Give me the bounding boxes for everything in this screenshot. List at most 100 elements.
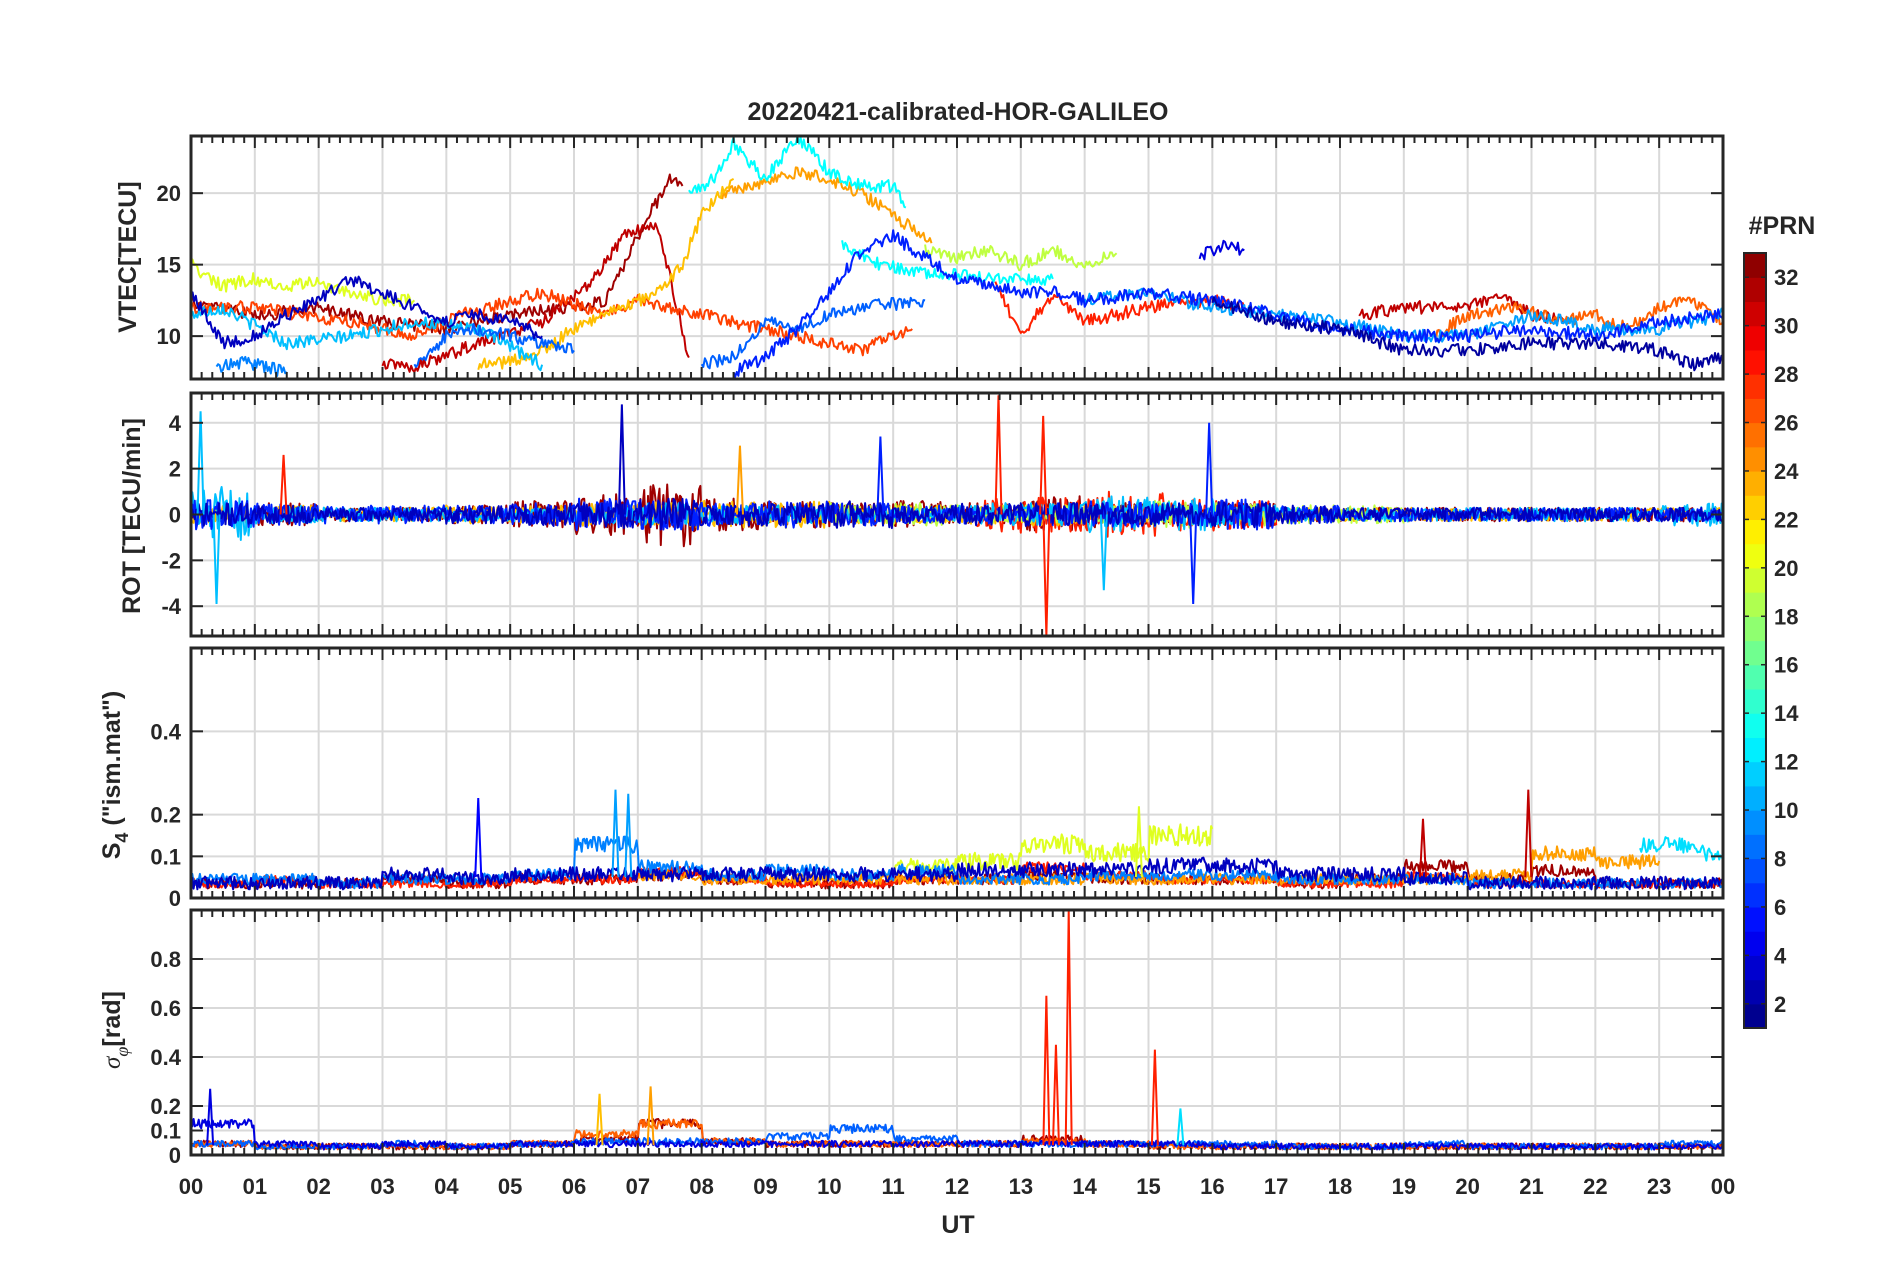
sigma-phi-ylabel-main: σ <box>99 1055 126 1069</box>
colorbar-swatch <box>1744 277 1766 303</box>
spike-prn-31 <box>1524 789 1533 878</box>
y-tick-label: 10 <box>157 324 181 349</box>
spike-prn-28 <box>994 395 1003 515</box>
series-line-prn-27 <box>191 287 913 357</box>
series-line-prn-20 <box>191 257 416 308</box>
colorbar-swatch <box>1744 810 1766 835</box>
spike-prn-24 <box>646 1086 655 1146</box>
y-tick-label: 0 <box>169 503 181 528</box>
series-line-prn-2 <box>1211 296 1723 372</box>
colorbar-swatch <box>1744 519 1766 545</box>
colorbar-swatch <box>1744 882 1766 908</box>
x-tick-label: 00 <box>179 1174 203 1199</box>
colorbar-swatch <box>1744 785 1766 811</box>
colorbar-tick-label: 26 <box>1774 411 1798 436</box>
x-tick-label: 22 <box>1583 1174 1607 1199</box>
spike-prn-28 <box>1042 514 1051 636</box>
x-tick-label: 01 <box>243 1174 267 1199</box>
colorbar-swatch <box>1744 834 1766 860</box>
y-tick-label: 0 <box>169 886 181 911</box>
colorbar-swatch <box>1744 688 1766 714</box>
colorbar-swatch <box>1744 470 1766 496</box>
colorbar-swatch <box>1744 301 1766 327</box>
colorbar-swatch <box>1744 592 1766 617</box>
colorbar-tick-label: 20 <box>1774 556 1798 581</box>
spike-prn-11 <box>212 514 221 604</box>
spike-prn-10 <box>624 793 633 878</box>
sigma-phi-ylabel-tail: [rad] <box>98 991 126 1047</box>
y-tick-label: 0.4 <box>150 719 181 744</box>
x-tick-label: 23 <box>1647 1174 1671 1199</box>
s4-panel: 0 0.1 0.2 0.4 S4 ("ism.mat") <box>98 646 1725 911</box>
series-line-prn-11 <box>191 303 544 372</box>
x-tick-label: 13 <box>1009 1174 1033 1199</box>
colorbar-tick-label: 18 <box>1774 604 1798 629</box>
colorbar-swatch <box>1744 906 1766 932</box>
colorbar-swatch <box>1744 737 1766 763</box>
series-line-prn-31 <box>381 221 690 373</box>
spike-prn-12 <box>1176 1108 1185 1146</box>
colorbar-tick-label: 10 <box>1774 798 1798 823</box>
series-line-prn-23 <box>477 178 735 371</box>
series-line-prn-3 <box>191 856 1723 891</box>
colorbar-label: #PRN <box>1749 212 1816 240</box>
series-line-prn-6 <box>732 229 1723 378</box>
vtec-ylabel: VTEC[TECU] <box>114 181 142 332</box>
x-tick-label: 02 <box>306 1174 330 1199</box>
colorbar-tick-label: 4 <box>1774 943 1787 968</box>
x-tick-label: 12 <box>945 1174 969 1199</box>
series-line-prn-3 <box>191 275 543 350</box>
spike-prn-10 <box>611 789 620 878</box>
series-line-prn-26 <box>1434 296 1723 340</box>
colorbar-tick-label: 24 <box>1774 459 1799 484</box>
x-axis-label: UT <box>941 1211 974 1239</box>
colorbar-swatch <box>1744 616 1766 642</box>
spike-prn-4 <box>206 1088 215 1146</box>
sigma-phi-axes-frame <box>189 908 1725 1157</box>
series-line-prn-9 <box>215 355 288 377</box>
colorbar-swatch <box>1744 979 1766 1005</box>
rot-ylabel: ROT [TECU/min] <box>118 418 146 614</box>
series-line-prn-12 <box>1639 836 1723 862</box>
series-line-prn-20 <box>892 823 1214 875</box>
colorbar-swatch <box>1744 664 1766 690</box>
colorbar-swatch <box>1744 931 1766 956</box>
series-line-prn-19 <box>924 244 1118 272</box>
spike-prn-28 <box>1064 910 1073 1146</box>
colorbar-tick-label: 8 <box>1774 846 1786 871</box>
rot-panel: -4 -2 0 2 4 ROT [TECU/min] <box>118 391 1725 638</box>
spike-prn-11 <box>1099 514 1108 591</box>
colorbar-swatch <box>1744 446 1766 472</box>
series-line-prn-13 <box>688 136 907 209</box>
spike-prn-5 <box>474 797 483 878</box>
x-tick-label: 09 <box>753 1174 777 1199</box>
s4-ylabel-main: S <box>98 843 126 860</box>
s4-axes-frame <box>189 646 1725 900</box>
series-line-prn-3 <box>191 497 1723 531</box>
x-tick-label: 21 <box>1519 1174 1543 1199</box>
x-tick-label: 19 <box>1392 1174 1416 1199</box>
rot-axes-frame <box>189 391 1725 638</box>
y-tick-label: 0.4 <box>150 1045 181 1070</box>
vtec-panel: 10 15 20 VTEC[TECU] <box>114 134 1725 381</box>
x-tick-label: 10 <box>817 1174 841 1199</box>
colorbar-swatch <box>1744 349 1766 375</box>
spike-prn-6 <box>1189 514 1198 604</box>
spike-prn-6 <box>876 436 885 515</box>
colorbar-tick-label: 6 <box>1774 895 1786 920</box>
colorbar-tick-label: 16 <box>1774 653 1798 678</box>
s4-ylabel-tail: ("ism.mat") <box>98 691 126 833</box>
colorbar-tick-label: 22 <box>1774 507 1798 532</box>
series-line-prn-24 <box>720 166 933 244</box>
spike-prn-28 <box>1039 415 1048 515</box>
x-tick-label: 05 <box>498 1174 522 1199</box>
y-tick-label: 4 <box>169 411 182 436</box>
colorbar-swatch <box>1744 955 1766 981</box>
series-line-prn-8 <box>413 322 575 368</box>
chart-title: 20220421-calibrated-HOR-GALILEO <box>748 98 1169 126</box>
x-tick-label: 18 <box>1328 1174 1352 1199</box>
colorbar-frame <box>1743 252 1767 1029</box>
colorbar-tick-label: 2 <box>1774 992 1786 1017</box>
colorbar-swatch <box>1744 422 1766 448</box>
